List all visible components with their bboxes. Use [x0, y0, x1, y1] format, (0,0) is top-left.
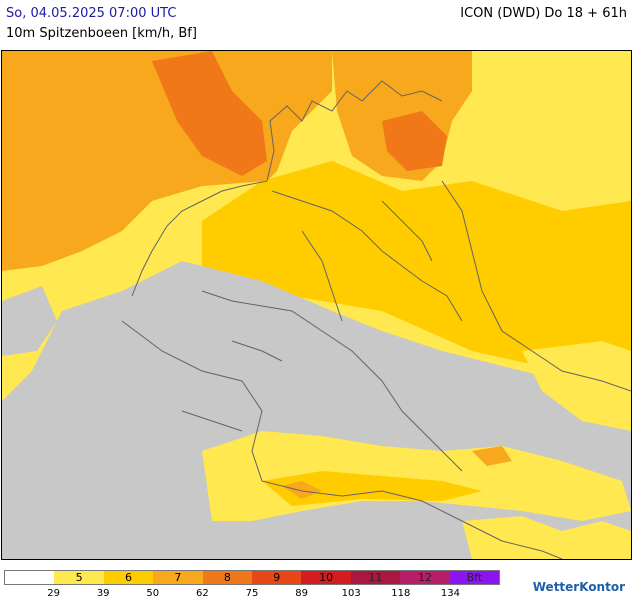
legend-cell: 9 — [252, 571, 302, 584]
legend-cell: 8 — [202, 571, 253, 584]
header-datetime: So, 04.05.2025 07:00 UTC — [6, 6, 177, 21]
legend-cell: 6 — [103, 571, 154, 584]
legend-cell: 12 — [400, 571, 450, 584]
wetterkontor-logo[interactable]: WetterKontor — [532, 580, 625, 594]
legend-cell: 10 — [301, 571, 351, 584]
gust-area-bf5-east — [522, 341, 631, 431]
country-borders — [121, 80, 631, 559]
legend-tick: 62 — [196, 588, 209, 599]
legend-tick: 89 — [295, 588, 308, 599]
legend-tick: 29 — [47, 588, 60, 599]
legend-tick: 39 — [96, 588, 110, 599]
gust-area-bf5-southeast — [462, 516, 631, 559]
legend-tick: 50 — [146, 588, 160, 599]
no-data-area-england — [2, 286, 57, 356]
gust-area-bf8-baltic — [382, 111, 447, 171]
header-parameter: 10m Spitzenboeen [km/h, Bf] — [6, 26, 197, 41]
legend-cell: 11 — [350, 571, 401, 584]
gust-area-bf6-north — [202, 161, 631, 381]
gust-area-bf7-alps — [282, 446, 512, 499]
gust-area-bf7-north-sea — [2, 51, 332, 271]
header-model-run: ICON (DWD) Do 18 + 61h — [460, 6, 627, 21]
legend-tick: 75 — [245, 588, 259, 599]
color-legend: 5 6 7 8 9 10 11 12 Bft — [4, 570, 500, 585]
legend-tick: 103 — [341, 588, 361, 599]
weather-map[interactable] — [1, 50, 632, 560]
legend-tick: 134 — [440, 588, 460, 599]
legend-tick: 118 — [391, 588, 411, 599]
legend-cell: Bft — [449, 571, 500, 584]
legend-ticks: 29 39 50 62 75 89 103 118 134 — [4, 588, 500, 600]
legend-cell — [5, 571, 55, 584]
legend-cell: 5 — [54, 571, 104, 584]
gust-area-bf6-alps — [262, 471, 482, 506]
gust-area-bf8-north-sea — [152, 51, 267, 176]
legend-cell: 7 — [153, 571, 203, 584]
